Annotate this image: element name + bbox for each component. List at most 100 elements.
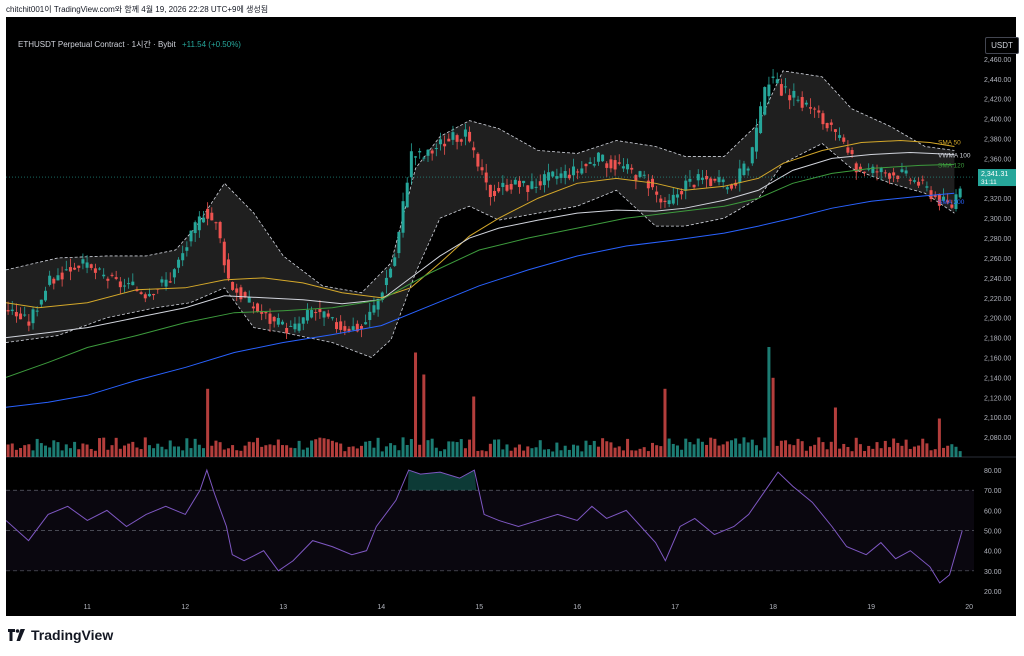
candle-body	[667, 200, 671, 205]
volume-bar	[102, 437, 106, 457]
volume-bar	[276, 439, 280, 457]
candle-body	[638, 171, 642, 177]
volume-bar	[326, 439, 330, 457]
volume-bar	[185, 438, 189, 457]
volume-bar	[189, 448, 193, 457]
candle-body	[459, 139, 463, 142]
candle-body	[493, 190, 497, 196]
volume-bar	[77, 449, 81, 457]
candle-body	[517, 180, 521, 188]
volume-bar	[929, 450, 933, 457]
volume-bar	[351, 446, 355, 457]
candle-body	[397, 231, 401, 254]
candle-body	[355, 323, 359, 332]
candle-body	[925, 186, 929, 188]
candle-body	[538, 181, 542, 186]
volume-bar	[621, 450, 625, 457]
volume-bar	[301, 449, 305, 457]
candle-body	[555, 176, 559, 179]
candle-body	[110, 274, 114, 276]
candle-body	[854, 163, 858, 173]
candle-body	[696, 174, 700, 181]
price-tick-label: 2,260.00	[984, 256, 1011, 263]
candle-body	[251, 306, 255, 309]
volume-bar	[43, 445, 47, 457]
volume-bar	[81, 443, 85, 457]
candle-body	[779, 84, 783, 96]
candle-body	[235, 288, 239, 293]
volume-bar	[721, 444, 725, 457]
volume-bar	[887, 447, 891, 457]
volume-bar	[692, 444, 696, 457]
rsi-overbought-fill	[407, 470, 477, 491]
candle-body	[127, 283, 131, 285]
volume-bar	[222, 449, 226, 457]
volume-bar	[210, 445, 214, 457]
volume-bar	[272, 445, 276, 457]
price-tick-label: 2,100.00	[984, 415, 1011, 422]
volume-bar	[127, 443, 131, 457]
volume-bar	[522, 450, 526, 457]
candle-body	[725, 187, 729, 190]
candle-body	[929, 190, 933, 200]
candle-body	[98, 268, 102, 270]
price-tick-label: 2,280.00	[984, 236, 1011, 243]
volume-bar	[197, 444, 201, 457]
volume-bar	[933, 449, 937, 457]
candle-body	[201, 217, 205, 223]
volume-bar	[347, 446, 351, 457]
candle-body	[401, 201, 405, 233]
volume-bar	[418, 444, 422, 457]
volume-bar	[131, 441, 135, 457]
indicator-label: SMA 50	[938, 140, 961, 147]
candle-body	[692, 184, 696, 188]
volume-bar	[808, 446, 812, 457]
volume-bar	[451, 441, 455, 457]
time-tick-label: 16	[573, 604, 581, 611]
volume-bar	[472, 396, 476, 457]
candle-body	[871, 166, 875, 174]
candle-body	[247, 297, 251, 303]
volume-bar	[904, 439, 908, 457]
volume-bar	[825, 449, 829, 457]
volume-bar	[763, 437, 767, 457]
volume-bar	[110, 445, 114, 457]
volume-bar	[401, 437, 405, 457]
volume-bar	[513, 447, 517, 457]
candle-body	[642, 174, 646, 176]
volume-bar	[605, 441, 609, 457]
candle-body	[89, 264, 93, 268]
chart-frame[interactable]: 2,460.00 2,440.00 2,420.00 2,400.00 2,380.00…	[6, 17, 1019, 616]
volume-bar	[260, 446, 264, 457]
candle-body	[19, 313, 23, 320]
currency-button[interactable]: USDT	[985, 37, 1019, 54]
candle-body	[231, 281, 235, 290]
candle-body	[584, 164, 588, 167]
candle-body	[700, 177, 704, 180]
candle-body	[351, 326, 355, 330]
volume-bar	[925, 443, 929, 457]
candle-body	[364, 322, 368, 325]
time-tick-label: 20	[965, 604, 973, 611]
volume-bar	[759, 450, 763, 457]
volume-bar	[937, 418, 941, 457]
volume-bar	[626, 438, 630, 457]
symbol-legend[interactable]: ETHUSDT Perpetual Contract · 1시간 · Bybit…	[18, 39, 241, 50]
candle-body	[592, 164, 596, 166]
page-caption: chitchit001이 TradingView.com와 함께 4월 19, …	[6, 5, 269, 14]
ma-line	[6, 151, 955, 339]
volume-bar	[509, 450, 513, 457]
candle-body	[846, 147, 850, 153]
volume-bar	[912, 446, 916, 457]
candle-body	[438, 139, 442, 145]
candle-body	[530, 181, 534, 189]
candle-body	[206, 208, 210, 219]
volume-bar	[879, 448, 883, 457]
chart-canvas[interactable]: 2,460.00 2,440.00 2,420.00 2,400.00 2,380.00…	[6, 17, 1016, 616]
volume-bar	[98, 438, 102, 457]
volume-bar	[443, 449, 447, 457]
candle-body	[447, 138, 451, 142]
volume-bar	[31, 450, 35, 457]
price-tick-label: 2,420.00	[984, 97, 1011, 104]
volume-bar	[93, 450, 97, 457]
